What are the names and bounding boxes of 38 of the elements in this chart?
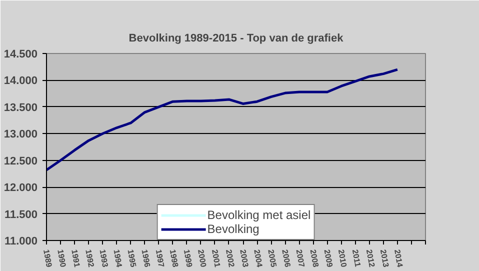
x-tick-label: 2011: [350, 248, 362, 268]
x-tick-label: 1999: [182, 248, 194, 268]
y-tick-label: 12.000: [4, 182, 38, 194]
x-tick-label: 1997: [154, 248, 166, 268]
x-tick-label: 1998: [168, 248, 180, 268]
x-tick-label: 2001: [210, 248, 222, 268]
x-tick-label: 2004: [252, 248, 264, 268]
x-tick-label: 2003: [238, 248, 250, 268]
chart-title: Bevolking 1989-2015 - Top van de grafiek: [128, 32, 344, 44]
x-tick-label: 1994: [112, 248, 124, 268]
x-tick-label: 2014: [392, 248, 405, 268]
x-tick-label: 2007: [294, 248, 306, 268]
x-tick-label: 2002: [224, 248, 236, 268]
x-tick-label: 2006: [280, 248, 292, 268]
y-tick-label: 11.500: [4, 208, 38, 221]
y-tick-label: 13.500: [4, 102, 38, 114]
y-tick-label: 13.000: [4, 128, 38, 141]
x-tick-label: 1989: [42, 248, 54, 268]
y-tick-label: 14.500: [4, 48, 38, 60]
x-tick-label: 2009: [322, 248, 334, 268]
x-tick-label: 1990: [56, 248, 68, 268]
y-tick-label: 11.000: [4, 236, 38, 248]
x-tick-label: 2012: [364, 248, 376, 268]
y-tick-label: 12.500: [4, 155, 38, 168]
x-tick-label: 2000: [196, 248, 208, 268]
x-tick-label: 2005: [266, 248, 278, 268]
legend-label: Bevolking met asiel: [207, 208, 311, 222]
x-tick-label: 2008: [308, 248, 320, 268]
x-tick-label: 1992: [84, 248, 96, 268]
x-tick-label: 2010: [336, 248, 348, 268]
legend-label: Bevolking: [207, 222, 260, 236]
x-tick-label: 1993: [98, 248, 110, 268]
line-series: [46, 68, 399, 172]
x-tick-label: 1996: [140, 248, 152, 268]
x-tick-label: 1991: [70, 248, 82, 268]
x-tick-label: 2013: [378, 248, 391, 268]
x-tick-label: 1995: [126, 248, 138, 268]
y-tick-label: 14.000: [4, 75, 38, 88]
